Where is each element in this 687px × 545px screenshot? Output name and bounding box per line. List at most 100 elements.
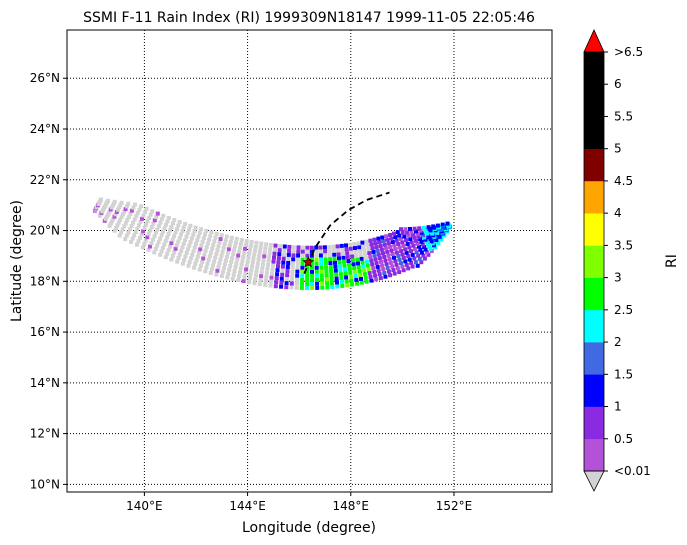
rain-index-point <box>363 252 368 256</box>
rain-index-point <box>378 244 383 248</box>
rain-index-point <box>111 216 116 221</box>
rain-index-point <box>366 267 371 272</box>
rain-index-point <box>340 247 345 252</box>
rain-index-point <box>381 251 385 256</box>
rain-index-point <box>278 244 283 249</box>
rain-index-point <box>358 273 363 277</box>
rain-index-point <box>262 254 267 259</box>
rain-index-point <box>210 246 215 251</box>
rain-index-point <box>235 257 240 262</box>
rain-index-point <box>355 281 359 286</box>
colorbar-under-arrow <box>583 470 605 492</box>
rain-index-point <box>122 224 127 229</box>
rain-index-point <box>416 234 421 239</box>
rain-index-point <box>189 256 193 261</box>
rain-index-point <box>414 250 419 255</box>
rain-index-point <box>117 233 122 238</box>
rain-index-point <box>116 207 120 212</box>
rain-index-point <box>367 251 372 255</box>
rain-index-point <box>112 214 117 219</box>
rain-index-point <box>318 249 323 254</box>
y-tick-label: 22°N <box>30 173 60 187</box>
rain-index-point <box>250 264 255 269</box>
rain-index-point <box>352 242 357 247</box>
rain-index-point <box>314 245 319 250</box>
rain-index-point <box>172 218 177 223</box>
rain-index-point <box>279 284 284 289</box>
rain-index-point <box>310 269 314 274</box>
colorbar-bin <box>584 438 604 472</box>
rain-index-point <box>353 273 358 278</box>
rain-index-point <box>345 283 350 288</box>
rain-index-point <box>254 240 259 245</box>
rain-index-point <box>340 251 345 256</box>
rain-index-point <box>197 230 202 235</box>
rain-index-point <box>181 225 186 230</box>
rain-index-point <box>106 198 110 203</box>
rain-index-point <box>229 260 234 264</box>
y-tick-label: 10°N <box>30 477 60 491</box>
rain-index-point <box>421 225 426 230</box>
rain-index-point <box>346 259 351 263</box>
rain-index-point <box>274 280 279 285</box>
rain-index-point <box>419 260 424 265</box>
rain-index-point <box>220 249 225 254</box>
rain-index-point <box>445 221 450 226</box>
rain-index-point <box>249 240 254 244</box>
rain-index-point <box>116 220 121 225</box>
rain-index-point <box>367 271 372 275</box>
rain-index-point <box>334 276 339 281</box>
rain-index-point <box>291 249 296 254</box>
rain-index-point <box>352 270 357 274</box>
colorbar-bin <box>584 116 604 149</box>
y-tick-label: 24°N <box>30 122 60 136</box>
rain-index-point <box>134 242 139 247</box>
rain-index-point <box>276 256 281 261</box>
rain-index-point <box>213 235 218 240</box>
rain-index-point <box>225 275 230 280</box>
rain-index-point <box>364 279 369 284</box>
rain-index-point <box>261 262 265 267</box>
rain-index-point <box>226 271 231 276</box>
rain-index-point <box>423 247 428 252</box>
rain-index-point <box>350 282 355 287</box>
rain-index-point <box>113 212 118 217</box>
rain-index-point <box>261 258 266 263</box>
colorbar-bin <box>584 52 604 85</box>
rain-index-point <box>300 269 305 274</box>
rain-index-point <box>243 246 247 251</box>
colorbar-bin <box>584 406 604 440</box>
y-axis-label: Latitude (degree) <box>9 200 25 322</box>
rain-index-point <box>395 230 400 235</box>
rain-index-point <box>211 263 215 268</box>
rain-index-point <box>419 230 424 235</box>
rain-index-point <box>231 252 236 257</box>
rain-index-point <box>356 265 361 270</box>
rain-index-point <box>290 269 295 274</box>
rain-index-point <box>120 212 125 217</box>
rain-index-point <box>241 254 246 259</box>
chart-title: SSMI F-11 Rain Index (RI) 1999309N18147 … <box>83 10 535 26</box>
rain-index-point <box>289 285 294 290</box>
rain-index-point <box>406 233 411 238</box>
rain-index-point <box>147 216 152 220</box>
rain-index-point <box>413 247 417 251</box>
plot-border <box>66 29 553 493</box>
rain-index-point <box>335 280 339 285</box>
rain-index-point <box>282 244 287 249</box>
rain-index-point <box>343 267 348 272</box>
rain-index-point <box>414 229 418 234</box>
rain-index-point <box>318 245 323 250</box>
rain-index-point <box>414 260 418 265</box>
rain-index-point <box>219 274 224 278</box>
rain-index-point <box>349 278 354 283</box>
rain-index-point <box>219 233 224 238</box>
rain-index-point <box>213 255 218 260</box>
rain-index-point <box>390 240 395 244</box>
rain-index-point <box>275 272 280 277</box>
rain-index-point <box>290 265 295 270</box>
rain-index-point <box>227 243 232 248</box>
rain-index-point <box>300 253 305 258</box>
x-axis-ticks: 140°E 144°E 148°E 152°E <box>126 492 472 513</box>
rain-index-point <box>170 237 175 242</box>
